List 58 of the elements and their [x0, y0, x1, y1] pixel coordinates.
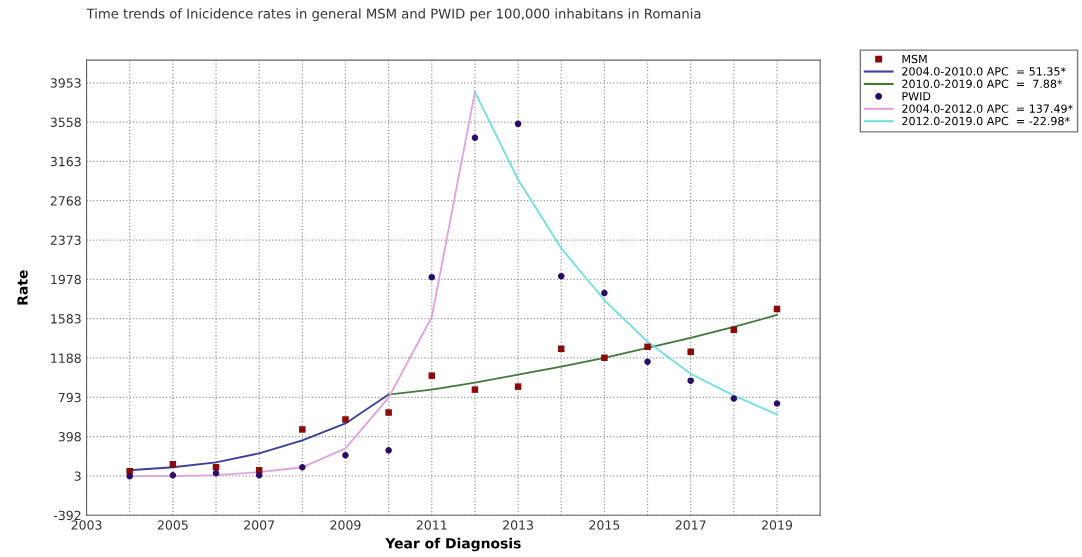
x-tick-label: 2013 [503, 520, 533, 530]
point [428, 273, 436, 281]
point [687, 348, 694, 356]
point [169, 461, 177, 468]
point [514, 383, 522, 390]
y-tick-label: -392 [53, 510, 81, 521]
point [385, 409, 392, 416]
y-tick-label: 3163 [50, 156, 81, 167]
point [212, 463, 220, 471]
point [773, 400, 781, 407]
legend-label: 2010.0-2019.0 APC = 7.88* [902, 79, 1063, 88]
point [342, 416, 349, 423]
x-tick-label: 2007 [244, 520, 275, 530]
legend-label: 2004.0-2012.0 APC = 137.49* [902, 104, 1073, 113]
point [514, 120, 522, 128]
y-axis-title: Rate [17, 270, 28, 305]
legend-label: MSM [902, 54, 927, 64]
point [255, 471, 263, 479]
y-tick-label: 3558 [50, 117, 81, 127]
y-tick-label: 3 [74, 471, 81, 481]
x-tick-label: 2019 [762, 520, 793, 530]
point [342, 452, 349, 459]
point [212, 469, 220, 477]
y-tick-label: 2768 [50, 196, 81, 206]
point [601, 289, 608, 297]
x-axis-title: Year of Diagnosis [385, 537, 521, 552]
x-tick-label: 2009 [330, 520, 361, 530]
point [471, 386, 479, 393]
point [299, 463, 306, 471]
point [644, 343, 651, 351]
point [644, 358, 651, 365]
point [557, 272, 565, 280]
legend-label: 2004.0-2010.0 APC = 51.35* [902, 67, 1066, 76]
legend-label: 2012.0-2019.0 APC = -22.98* [902, 116, 1070, 126]
point [730, 395, 738, 402]
point [169, 471, 177, 479]
y-tick-label: 1188 [51, 353, 81, 363]
y-tick-label: 3953 [50, 78, 81, 88]
x-tick-label: 2011 [416, 520, 447, 530]
point [385, 447, 392, 454]
point [428, 372, 436, 379]
x-tick-label: 2015 [589, 520, 620, 530]
point [299, 426, 306, 433]
y-tick-label: 793 [58, 392, 81, 403]
point [687, 377, 694, 384]
x-tick-label: 2017 [675, 520, 706, 530]
point [601, 354, 608, 362]
y-tick-label: 398 [58, 432, 81, 442]
y-tick-label: 1978 [51, 274, 81, 285]
y-tick-label: 1583 [51, 314, 81, 324]
x-tick-label: 2003 [71, 520, 102, 530]
y-tick-label: 2373 [50, 235, 81, 245]
point [126, 472, 133, 480]
line-series [474, 91, 778, 416]
point [471, 134, 479, 142]
legend-label: PWID [902, 92, 931, 101]
chart-title: Time trends of Inicidence rates in general MSM and PWID per 100,000 inhabitans in Romania [86, 8, 701, 22]
x-tick-label: 2005 [157, 520, 188, 530]
